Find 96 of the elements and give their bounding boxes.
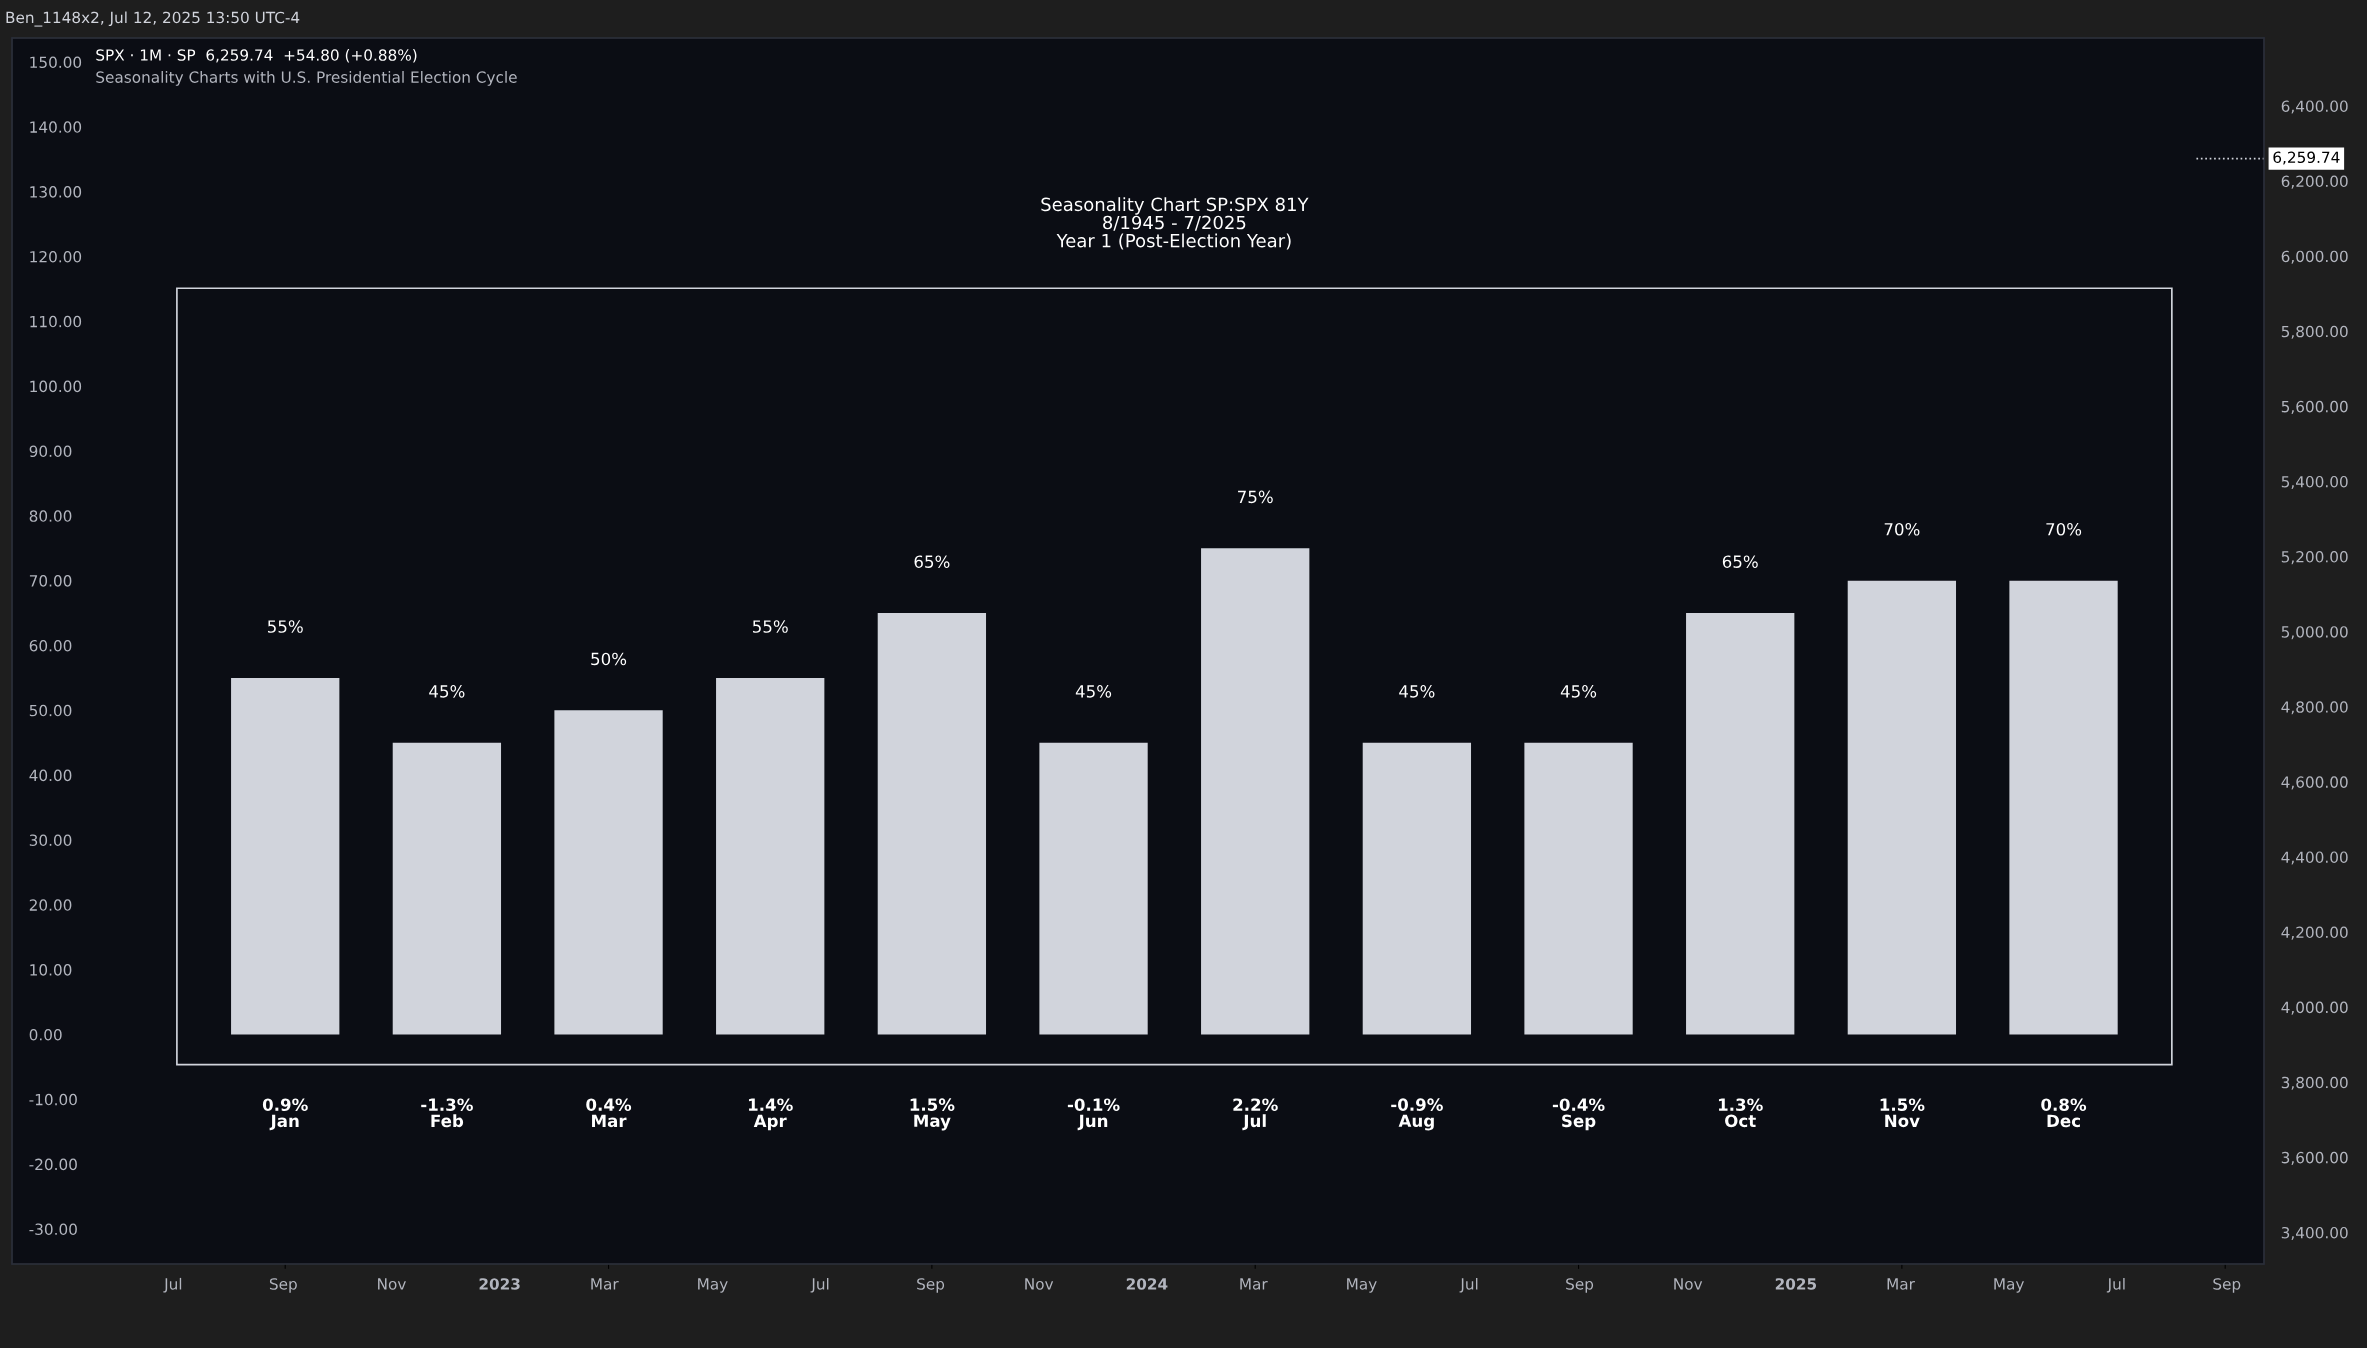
bar bbox=[1039, 742, 1148, 1035]
y-tick-label: 120.00 bbox=[30, 250, 82, 263]
x-tick-label: -1.3% Feb bbox=[421, 1098, 473, 1128]
y2-tick-label: 5,600.00 bbox=[2281, 400, 2348, 414]
y2-tick-label: 5,200.00 bbox=[2281, 551, 2348, 565]
bar bbox=[1201, 548, 1310, 1035]
x2-tick-label: Nov bbox=[378, 1278, 406, 1290]
data-label: 75% bbox=[1238, 490, 1273, 504]
bar bbox=[1362, 742, 1472, 1035]
y-tick-label: 30.00 bbox=[29, 834, 72, 847]
x2-tick-label: Mar bbox=[591, 1278, 619, 1290]
y-tick-label: 50.00 bbox=[29, 704, 72, 717]
y2-tick-label: 4,000.00 bbox=[2281, 1001, 2348, 1015]
x-tick-label: -0.1% Jun bbox=[1067, 1098, 1120, 1131]
annotation: SPX · 1M · SP 6,259.74 +54.80 (+0.88%) bbox=[96, 49, 417, 63]
y-tick-label: -30.00 bbox=[29, 1223, 77, 1236]
data-label: 70% bbox=[2046, 522, 2082, 536]
y2-tick-label: 5,000.00 bbox=[2281, 626, 2348, 640]
text: Ben_1148x2, Jul 12, 2025 13:50 UTC-4 bbox=[6, 11, 300, 27]
x2-tick-label: 2024 bbox=[1126, 1278, 1168, 1290]
y-tick-label: 100.00 bbox=[30, 380, 82, 393]
y-tick-label: 40.00 bbox=[29, 769, 72, 782]
y2-tick-label: 4,400.00 bbox=[2281, 851, 2348, 865]
bar bbox=[554, 710, 663, 1035]
x2-tick-label: Sep bbox=[1566, 1278, 1594, 1293]
x-tick-label: 1.4% Apr bbox=[748, 1098, 793, 1131]
y-tick-label: 140.00 bbox=[30, 121, 82, 133]
data-label: 45% bbox=[1075, 685, 1112, 698]
x2-tick-label: 2023 bbox=[479, 1278, 520, 1290]
y-tick-label: 60.00 bbox=[29, 639, 72, 652]
y-tick-label: -10.00 bbox=[29, 1093, 77, 1106]
y2-tick-label: 3,400.00 bbox=[2281, 1226, 2348, 1241]
y-tick-label: 70.00 bbox=[29, 575, 72, 587]
x2-tick-label: 2025 bbox=[1775, 1278, 1817, 1290]
y-tick-label: 10.00 bbox=[30, 964, 72, 976]
x2-tick-label: Jul bbox=[810, 1277, 829, 1293]
x-tick-label: 0.8% Dec bbox=[2041, 1098, 2087, 1128]
x-tick-label: 1.5% May bbox=[910, 1098, 955, 1131]
bar bbox=[1524, 742, 1633, 1035]
y2-tick-label: 4,800.00 bbox=[2281, 701, 2348, 715]
x2-tick-label: May bbox=[1994, 1278, 2024, 1293]
data-label: 65% bbox=[914, 555, 950, 568]
data-label: 55% bbox=[267, 620, 303, 633]
y-tick-label: -20.00 bbox=[29, 1158, 77, 1171]
bar bbox=[392, 742, 502, 1035]
x2-tick-label: Sep bbox=[917, 1278, 945, 1293]
x-tick-label: -0.4% Sep bbox=[1552, 1098, 1605, 1131]
x2-tick-label: Jul bbox=[2106, 1277, 2125, 1293]
y2-tick-label: 5,800.00 bbox=[2281, 325, 2348, 339]
x2-tick-label: May bbox=[1347, 1278, 1377, 1293]
bar bbox=[2009, 580, 2118, 1035]
y2-tick-label: 5,400.00 bbox=[2281, 475, 2348, 490]
bar bbox=[1847, 580, 1957, 1035]
y-tick-label: 0.00 bbox=[29, 1028, 62, 1041]
x2-tick-label: Jul bbox=[1459, 1277, 1478, 1293]
x-tick-label: 0.9% Jan bbox=[262, 1098, 308, 1131]
x2-tick-label: Mar bbox=[1240, 1278, 1268, 1290]
data-label: 55% bbox=[752, 620, 788, 633]
data-label: 70% bbox=[1884, 522, 1920, 536]
x-tick-label: 2.2% Jul bbox=[1233, 1098, 1278, 1131]
bar bbox=[231, 677, 340, 1035]
y2-tick-label: 3,600.00 bbox=[2281, 1151, 2348, 1165]
data-label: 45% bbox=[1399, 685, 1435, 698]
y-tick-label: 90.00 bbox=[29, 445, 72, 458]
y2-tick-label: 6,000.00 bbox=[2281, 250, 2348, 264]
x-tick-label: 1.5% Nov bbox=[1880, 1098, 1925, 1128]
x2-tick-label: Jul bbox=[163, 1277, 182, 1293]
x2-tick-label: Nov bbox=[1025, 1278, 1054, 1290]
data-label: 45% bbox=[429, 685, 465, 698]
y2-tick-label: 6,400.00 bbox=[2281, 100, 2348, 114]
data-label: 65% bbox=[1722, 555, 1758, 568]
y2-tick-label: 6,200.00 bbox=[2281, 175, 2348, 189]
x2-tick-label: Sep bbox=[2213, 1278, 2241, 1293]
annotation: Seasonality Charts with U.S. Presidential Election Cycle bbox=[96, 71, 517, 86]
bar bbox=[1686, 613, 1795, 1035]
y-tick-label: 110.00 bbox=[30, 315, 82, 328]
y2-tick-label: 3,800.00 bbox=[2281, 1076, 2348, 1090]
x2-tick-label: Nov bbox=[1674, 1278, 1703, 1290]
data-label: 45% bbox=[1560, 685, 1597, 698]
bar bbox=[877, 613, 987, 1035]
ref-line-label: 6,259.74 bbox=[2273, 151, 2340, 165]
y-tick-label: 20.00 bbox=[29, 899, 72, 911]
y2-tick-label: 4,200.00 bbox=[2281, 926, 2348, 940]
y-tick-label: 80.00 bbox=[29, 510, 72, 522]
x-tick-label: 0.4% Mar bbox=[586, 1098, 632, 1128]
x-tick-label: 1.3% Oct bbox=[1718, 1098, 1763, 1128]
x2-tick-label: Mar bbox=[1887, 1278, 1915, 1290]
y-tick-label: 130.00 bbox=[30, 186, 82, 198]
bar bbox=[716, 677, 825, 1035]
data-label: 50% bbox=[591, 652, 627, 666]
y2-tick-label: 4,600.00 bbox=[2281, 776, 2348, 790]
y-tick-label: 150.00 bbox=[30, 56, 82, 69]
text: Seasonality Chart SP:SPX 81Y 8/1945 - 7/2025 Year 1 (Post-Election Year) bbox=[1041, 197, 1309, 250]
x2-tick-label: Sep bbox=[269, 1278, 297, 1293]
x-tick-label: -0.9% Aug bbox=[1391, 1098, 1443, 1131]
x2-tick-label: May bbox=[698, 1278, 728, 1293]
